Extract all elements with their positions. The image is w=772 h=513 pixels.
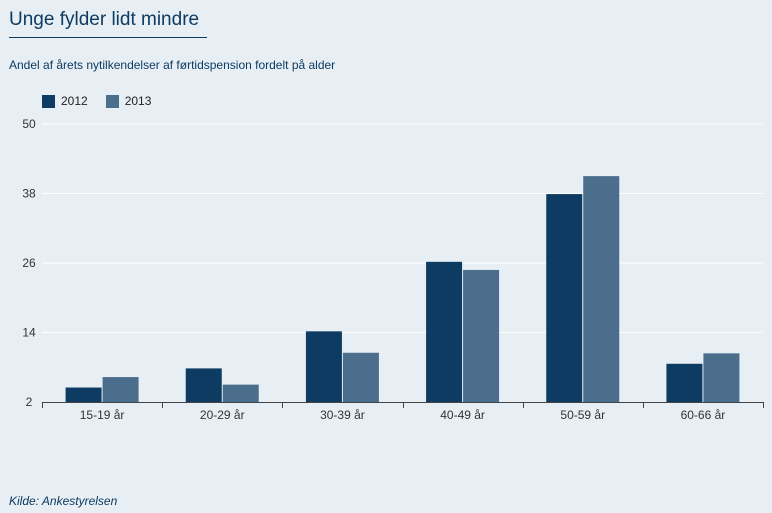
bar-2012-1 bbox=[185, 368, 222, 402]
bar-2013-0 bbox=[102, 377, 139, 402]
y-tick-label: 14 bbox=[22, 326, 36, 340]
y-tick-label: 26 bbox=[22, 256, 36, 270]
y-tick-label: 38 bbox=[22, 187, 36, 201]
bar-2012-3 bbox=[426, 261, 463, 402]
x-tick-label: 15-19 år bbox=[80, 408, 125, 422]
legend-swatch-2012 bbox=[42, 94, 55, 108]
bar-2013-3 bbox=[463, 269, 500, 402]
legend-item-2013: 2013 bbox=[105, 94, 152, 108]
y-tick-label: 50 bbox=[22, 117, 36, 131]
x-tick-label: 20-29 år bbox=[200, 408, 245, 422]
bar-2012-2 bbox=[305, 331, 342, 402]
chart-title: Unge fylder lidt mindre bbox=[9, 9, 207, 38]
x-tick-label: 40-49 år bbox=[440, 408, 485, 422]
x-tick-label: 30-39 år bbox=[320, 408, 365, 422]
chart-legend: 2012 2013 bbox=[42, 94, 151, 108]
legend-label-2013: 2013 bbox=[124, 94, 152, 108]
bar-2012-4 bbox=[546, 194, 583, 402]
chart-source: Kilde: Ankestyrelsen bbox=[9, 494, 118, 508]
bar-2013-2 bbox=[342, 352, 379, 402]
y-tick-label: 2 bbox=[26, 395, 33, 409]
x-tick-label: 60-66 år bbox=[681, 408, 726, 422]
bar-2012-0 bbox=[65, 387, 102, 402]
bar-2013-1 bbox=[222, 384, 259, 402]
bar-2013-4 bbox=[583, 176, 620, 402]
chart-subtitle: Andel af årets nytilkendelser af førtids… bbox=[9, 58, 336, 72]
bar-2013-5 bbox=[703, 353, 740, 402]
legend-swatch-2013 bbox=[105, 94, 119, 108]
x-tick-label: 50-59 år bbox=[560, 408, 605, 422]
legend-item-2012: 2012 bbox=[42, 94, 88, 108]
bar-2012-5 bbox=[666, 363, 703, 402]
legend-label-2012: 2012 bbox=[61, 94, 88, 108]
